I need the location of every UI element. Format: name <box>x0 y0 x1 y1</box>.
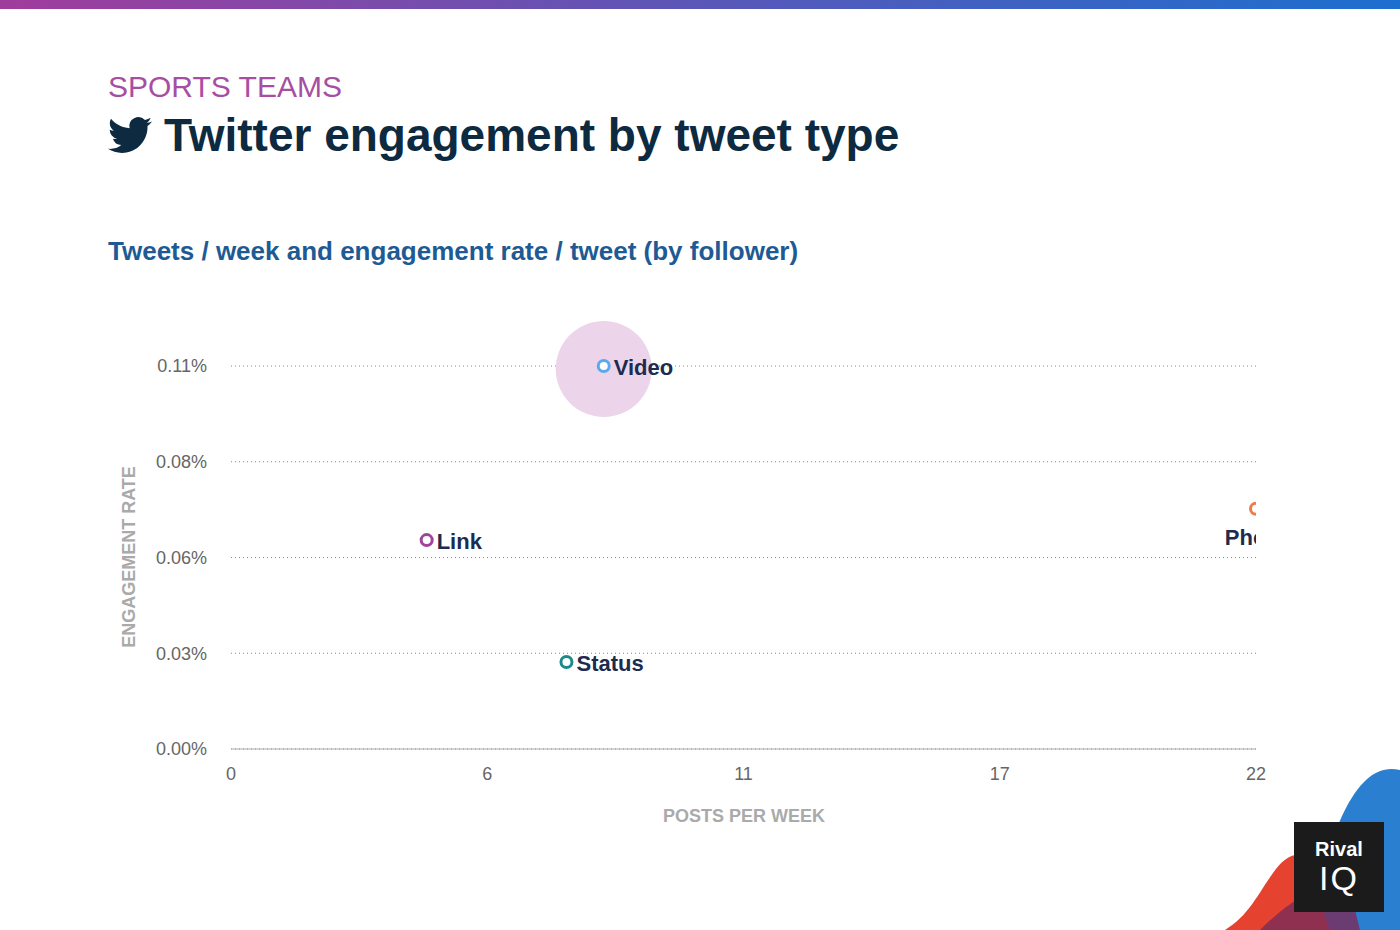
svg-text:Video: Video <box>614 355 674 380</box>
svg-text:0.00%: 0.00% <box>156 739 207 759</box>
html-text:SPORTS TEAMS: SPORTS TEAMS <box>108 70 342 103</box>
svg-text:0.06%: 0.06% <box>156 548 207 568</box>
svg-text:0.11%: 0.11% <box>157 356 207 376</box>
svg-text:Photo: Photo <box>1225 525 1256 550</box>
html-text:Twitter engagement by tweet ty: Twitter engagement by tweet type <box>164 109 900 161</box>
html-text:Rival: Rival <box>1315 838 1363 860</box>
svg-text:0.03%: 0.03% <box>156 644 207 664</box>
svg-text:0.08%: 0.08% <box>156 452 207 472</box>
html-text:Tweets / week and engagement r: Tweets / week and engagement rate / twee… <box>108 236 799 266</box>
html-text:IQ: IQ <box>1319 859 1359 897</box>
html-text:ENGAGEMENT RATE: ENGAGEMENT RATE <box>118 466 139 648</box>
html-text:POSTS PER WEEK: POSTS PER WEEK <box>663 805 825 826</box>
svg-text:11: 11 <box>734 764 753 784</box>
svg-text:Status: Status <box>576 651 643 676</box>
svg-text:22: 22 <box>1246 764 1266 784</box>
svg-text:6: 6 <box>482 764 492 784</box>
svg-text:Link: Link <box>437 529 483 554</box>
svg-text:17: 17 <box>990 764 1010 784</box>
svg-text:0: 0 <box>226 764 236 784</box>
